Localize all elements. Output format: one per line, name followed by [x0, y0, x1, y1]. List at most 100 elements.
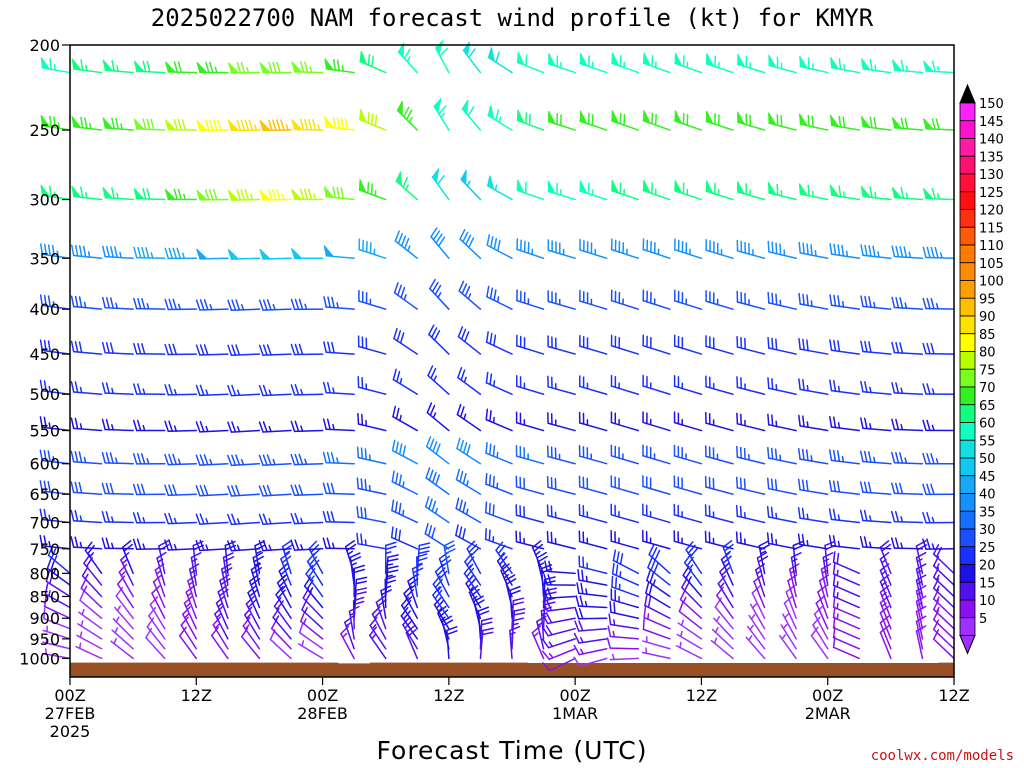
wind-barb [922, 511, 955, 524]
wind-barb [434, 40, 450, 74]
wind-barb [71, 116, 103, 131]
y-tick-label: 350 [29, 249, 60, 268]
wind-barb [573, 632, 608, 644]
wind-barb [890, 537, 924, 550]
wind-barb [298, 622, 324, 650]
wind-barb [102, 187, 134, 201]
wind-barb [578, 475, 608, 495]
wind-barb [860, 58, 892, 74]
wind-barb [39, 294, 71, 310]
colorbar-swatch [959, 226, 976, 246]
wind-barb [456, 403, 482, 432]
wind-barb [642, 503, 671, 524]
wind-barb [101, 451, 134, 465]
wind-barb [705, 290, 734, 310]
wind-barb [227, 539, 261, 552]
wind-barb [832, 585, 861, 609]
wind-barb [227, 299, 261, 311]
plot-area [70, 45, 954, 677]
wind-barb [196, 119, 229, 131]
wind-barb [178, 626, 198, 660]
y-tick-label: 250 [29, 121, 60, 140]
wind-barb [610, 238, 640, 260]
wind-barb [832, 551, 861, 575]
wind-barb [214, 606, 229, 640]
colorbar-swatch [959, 386, 976, 406]
wind-barb [832, 562, 861, 586]
wind-barb [736, 376, 766, 395]
wind-barb [923, 60, 955, 74]
wind-barb [735, 531, 766, 550]
wind-barb [195, 384, 229, 397]
wind-barb [782, 613, 797, 640]
wind-barb [290, 453, 324, 466]
wind-barb [357, 335, 387, 355]
wind-barb [40, 184, 71, 201]
wind-barb [674, 238, 703, 260]
wind-barb [642, 110, 671, 131]
wind-barb [642, 529, 671, 550]
wind-barb [291, 188, 324, 201]
wind-barb [767, 446, 797, 465]
wind-barb [705, 53, 734, 74]
wind-barb [356, 532, 387, 550]
wind-barb [780, 623, 797, 650]
wind-barb [394, 230, 419, 260]
y-tick-label: 800 [29, 564, 60, 583]
wind-barb [798, 414, 829, 432]
wind-barb [609, 653, 640, 661]
wind-barb [797, 507, 829, 524]
wind-barb [164, 343, 198, 356]
colorbar-swatch [959, 209, 976, 228]
wind-barb [611, 52, 640, 74]
wind-barb [133, 246, 166, 260]
wind-barb [425, 467, 450, 495]
wind-barb [456, 437, 482, 465]
wind-barb [132, 419, 166, 432]
colorbar-label: 125 [979, 186, 1004, 201]
wind-barb [542, 657, 576, 672]
wind-barb [353, 576, 368, 609]
wind-barb [516, 51, 545, 74]
wind-barb [673, 444, 703, 465]
wind-barb [258, 539, 292, 552]
wind-barb [306, 552, 324, 586]
wind-barb [70, 450, 103, 465]
wind-barb [541, 638, 576, 649]
colorbar-swatch [959, 599, 976, 619]
wind-barb [891, 117, 924, 131]
wind-barb [860, 417, 892, 432]
wind-barb [164, 539, 198, 551]
wind-barb [607, 625, 640, 640]
wind-barb [227, 484, 261, 497]
wind-barb [798, 337, 829, 355]
wind-barb [767, 413, 797, 432]
wind-barb [322, 451, 355, 465]
wind-barb [324, 58, 355, 74]
wind-barb [384, 541, 397, 575]
colorbar-swatch [959, 510, 976, 530]
wind-barb [515, 475, 545, 495]
wind-barb [674, 52, 703, 74]
credit-link[interactable]: coolwx.com/models [871, 748, 1014, 764]
wind-barb [610, 475, 640, 495]
wind-barb [132, 512, 166, 524]
wind-barb [132, 483, 166, 496]
wind-barb [932, 629, 955, 660]
wind-barb [576, 582, 608, 598]
wind-barb [259, 248, 292, 260]
x-tick-label: 2025 [50, 722, 91, 741]
colorbar-label: 65 [979, 399, 996, 414]
wind-barb [210, 626, 229, 660]
x-tick-label: 27FEB [45, 704, 96, 723]
wind-barb [425, 436, 450, 465]
wind-barb [922, 538, 955, 550]
wind-barb [426, 402, 450, 432]
wind-barb [390, 526, 419, 550]
colorbar-swatch [959, 120, 976, 139]
wind-barb [46, 557, 71, 586]
wind-barb [578, 503, 608, 524]
plot-frame [69, 44, 955, 678]
wind-barb [80, 578, 103, 609]
wind-barb [291, 61, 324, 74]
